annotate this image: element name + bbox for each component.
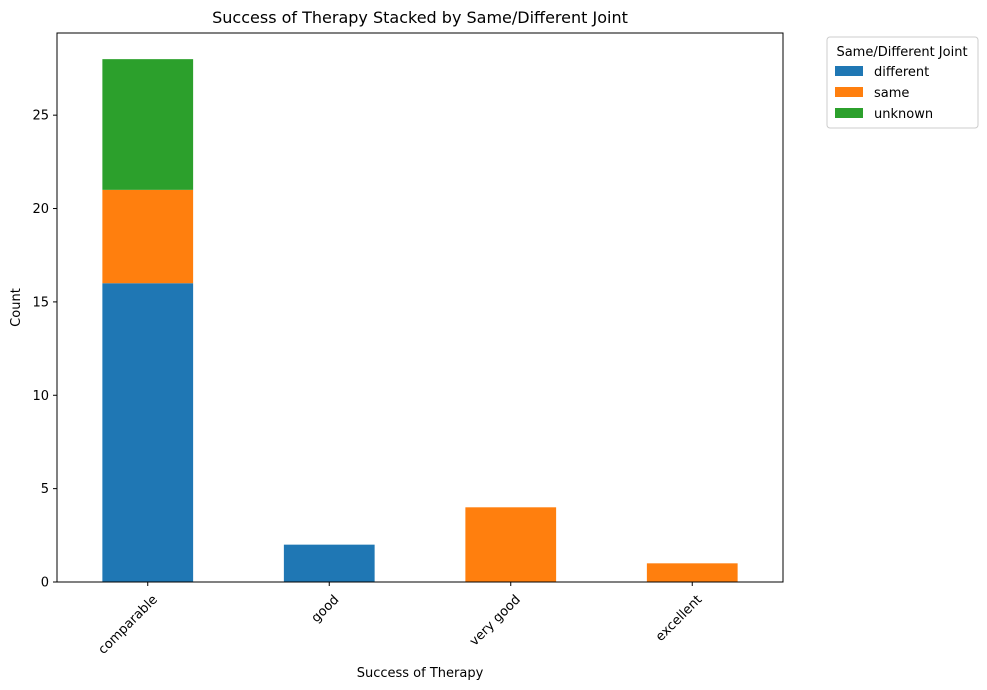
y-tick-label: 10: [32, 389, 49, 404]
y-tick-label: 25: [32, 109, 49, 124]
x-tick-label: good: [309, 592, 343, 626]
legend-label-unknown: unknown: [874, 107, 933, 122]
bar-same-excellent: [646, 563, 738, 582]
legend-swatch-different: [835, 66, 863, 76]
y-axis-label: Count: [9, 288, 24, 327]
bar-different-comparable: [102, 283, 194, 582]
bar-same-comparable: [102, 189, 194, 284]
legend-title: Same/Different Joint: [836, 45, 967, 60]
bar-unknown-comparable: [102, 59, 194, 190]
legend-swatch-unknown: [835, 108, 863, 118]
x-tick-label: comparable: [96, 592, 161, 657]
bar-different-good: [283, 544, 375, 582]
y-tick-label: 15: [32, 295, 49, 310]
plot-frame: [56, 32, 784, 583]
x-axis-label: Success of Therapy: [357, 666, 484, 681]
legend-label-same: same: [874, 86, 909, 101]
chart-title: Success of Therapy Stacked by Same/Diffe…: [212, 8, 628, 27]
bar-same-very-good: [465, 507, 557, 582]
plot-area: comparable good very good excellent 0 5 10 15 20…: [32, 59, 738, 658]
y-tick-label: 5: [41, 482, 49, 497]
legend-label-different: different: [874, 65, 929, 80]
y-tick-label: 20: [32, 202, 49, 217]
y-tick-label: 0: [41, 576, 49, 591]
legend: Same/Different Joint different same unknow…: [826, 36, 979, 129]
legend-frame: [826, 36, 979, 129]
legend-swatch-same: [835, 87, 863, 97]
x-tick-label: excellent: [653, 592, 705, 644]
x-tick-label: very good: [467, 592, 524, 649]
